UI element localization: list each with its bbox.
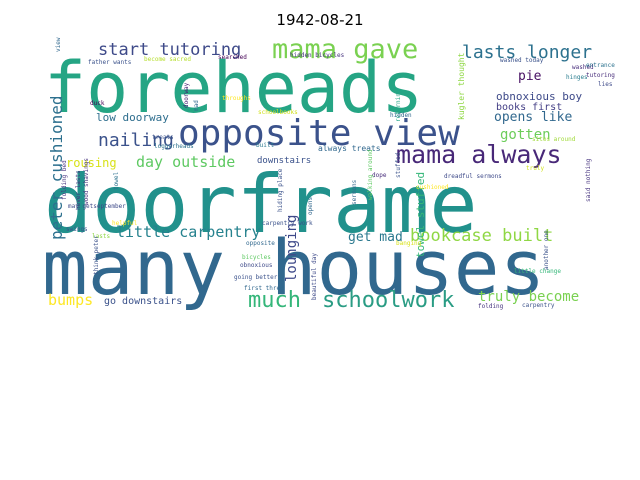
word-another-one: another one (543, 230, 550, 270)
word-father-wants: father wants (88, 59, 132, 66)
word-beautiful-day: beautiful day (311, 253, 318, 300)
word-mad: mad (193, 100, 200, 111)
word-wood-shavings: wood shavings (83, 158, 90, 205)
word-sites-around: sites around (532, 136, 576, 143)
word-start-tutoring: start tutoring (98, 40, 241, 60)
word-pie: pie (518, 69, 542, 84)
word-duck: duck (90, 100, 105, 107)
word-swings: swings (66, 226, 88, 233)
word-schoolbooks: schoolbooks (258, 109, 298, 116)
word-books-first: books first (496, 102, 562, 113)
word-towel: towel (113, 172, 120, 190)
word-lasts: lasts (92, 233, 110, 240)
word-said-nothing: said nothing (585, 158, 592, 202)
word-bumps: bumps (48, 291, 93, 309)
word-washed-today: washed today (500, 57, 544, 64)
word-first-three: first three (244, 285, 284, 292)
word-schoolwork: schoolwork (322, 288, 454, 313)
word-day-outside: day outside (136, 153, 235, 171)
word-going-better: going better (234, 274, 278, 281)
word-cushioned: cushioned (416, 184, 449, 191)
word-many-houses: many houses (42, 223, 545, 312)
word-opposite: opposite (246, 240, 275, 247)
word-carpentry: carpentry (522, 302, 555, 309)
word-washed: washed (572, 64, 594, 71)
word-nailing: nailing (98, 130, 174, 151)
word-view: view (55, 37, 62, 52)
chart-title: 1942-08-21 (276, 11, 364, 29)
word-kugler-thought: kugler thought (457, 52, 466, 120)
word-get-mad: get mad (348, 230, 403, 245)
word-much: much (248, 288, 301, 313)
word-rousing: rousing (66, 156, 117, 170)
word-folding: folding (478, 303, 504, 310)
word-gotten: gotten (500, 127, 551, 143)
word-built: built (256, 142, 274, 149)
word-hidden-bicycles: hidden bicycles (290, 52, 345, 59)
word-searched: searched (218, 54, 247, 61)
word-truly: truly (526, 165, 544, 172)
word-never-lasts: never lasts (75, 170, 82, 210)
word-opens: opens (307, 197, 314, 215)
word-doorframe: doorframe (44, 158, 477, 251)
word-sermons: sermons (351, 179, 358, 205)
word-peter-cushioned: peter cushioned (47, 96, 66, 241)
word-truly-become: truly become (478, 289, 579, 305)
word-little-carpentry: little carpentry (116, 223, 261, 241)
word-little-change: little change (514, 268, 561, 275)
word-foreheads: foreheads (44, 47, 423, 129)
word-helpful: helpful (112, 220, 138, 227)
word-downstairs: downstairs (257, 156, 311, 166)
word-doorway: doorway (183, 82, 190, 108)
word-returning: returning (395, 89, 402, 122)
word-throughs: throughs (222, 95, 251, 102)
word-bookcase-built: bookcase built (410, 226, 553, 246)
word-obnoxious: obnoxious (240, 262, 273, 269)
word-mama-gave: mama gave (272, 34, 418, 65)
word-low-doorway: low doorway (96, 111, 169, 124)
word-tutoring: tutoring (586, 72, 615, 79)
word-treats: treats (152, 134, 174, 141)
word-stuffed: stuffed (395, 152, 402, 178)
word-loggerheads: loggerheads (154, 143, 194, 150)
word-go-downstairs: go downstairs (104, 296, 182, 307)
word-dreadful-sermons: dreadful sermons (444, 173, 502, 180)
word-dope: dope (372, 172, 387, 179)
word-think-peter: think peter (93, 235, 100, 275)
word-banging: banging (396, 240, 422, 247)
word-hidden: hidden (390, 112, 412, 119)
word-hinges: hinges (566, 74, 588, 81)
word-towel-stuffed: towel stuffed (414, 172, 427, 258)
word-walking-around: walking around (367, 149, 374, 200)
word-folding-bed: folding bed (61, 160, 68, 200)
word-always-treats: always treats (318, 144, 381, 153)
word-lies: lies (598, 81, 613, 88)
word-mama-always: mama always (396, 140, 562, 169)
word-entrance: entrance (586, 62, 615, 69)
word-obnoxious-boy: obnoxious boy (496, 90, 582, 103)
word-become-sacred: become sacred (144, 56, 191, 63)
word-lounging: lounging (284, 215, 300, 282)
word-hiding-place: hiding place (277, 168, 284, 212)
word-may-getseptember: may getseptember (68, 203, 126, 210)
word-carpentry-work: carpentry work (262, 220, 313, 227)
word-bicycles: bicycles (242, 254, 271, 261)
word-lasts-longer: lasts longer (462, 42, 592, 63)
word-opposite-view: opposite view (178, 113, 460, 154)
word-opens-like: opens like (494, 110, 572, 125)
